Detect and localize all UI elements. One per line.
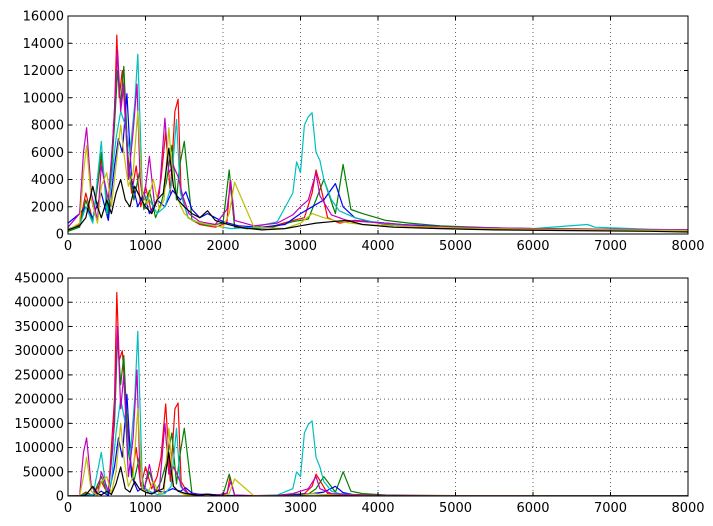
x-tick-label: 6000	[516, 239, 549, 254]
series-group	[68, 34, 688, 233]
top-chart-panel: 0 1000 2000 3000 4000 5000 6000 7000 8000 0 2000 40…	[23, 10, 705, 255]
y-tick-label: 200000	[14, 393, 64, 408]
y-tick-label: 350000	[14, 320, 64, 335]
x-tick-label: 7000	[594, 239, 627, 254]
y-tick-label: 4000	[31, 173, 64, 188]
y-tick-label: 0	[56, 228, 64, 243]
y-tick-label: 450000	[14, 272, 64, 287]
x-tick-label: 8000	[671, 239, 704, 254]
x-tick-label: 4000	[361, 501, 394, 516]
x-tick-label: 4000	[361, 239, 394, 254]
series-line-4	[68, 325, 688, 496]
y-tick-label: 6000	[31, 146, 64, 161]
y-tick-label: 250000	[14, 368, 64, 383]
x-tick-label: 3000	[284, 239, 317, 254]
y-tick-label: 8000	[31, 119, 64, 134]
x-tick-label: 0	[64, 501, 72, 516]
x-tick-label: 2000	[206, 239, 239, 254]
y-tick-label: 10000	[23, 91, 64, 106]
series-line-1	[68, 65, 688, 232]
x-tick-label: 1000	[129, 239, 162, 254]
y-tick-label: 100000	[14, 441, 64, 456]
y-tick-label: 150000	[14, 417, 64, 432]
y-tick-label: 2000	[31, 200, 64, 215]
x-tick-label: 0	[64, 239, 72, 254]
series-line-6	[68, 147, 688, 233]
x-tick-label: 5000	[439, 501, 472, 516]
y-tick-label: 12000	[23, 64, 64, 79]
x-tick-label: 2000	[206, 501, 239, 516]
y-tick-label: 16000	[23, 10, 64, 25]
series-line-2	[68, 93, 688, 231]
x-tick-label: 1000	[129, 501, 162, 516]
y-tick-label: 300000	[14, 344, 64, 359]
series-line-5	[68, 110, 688, 232]
x-tick-label: 7000	[594, 501, 627, 516]
bottom-chart-panel: 0 1000 2000 3000 4000 5000 6000 7000 8000 0 50000 1…	[14, 272, 704, 517]
series-line-4	[68, 49, 688, 231]
y-tick-label: 14000	[23, 37, 64, 52]
y-tick-label: 0	[56, 490, 64, 505]
x-tick-label: 6000	[516, 501, 549, 516]
y-tick-label: 400000	[14, 296, 64, 311]
x-tick-label: 8000	[671, 501, 704, 516]
y-tick-label: 50000	[23, 465, 64, 480]
x-tick-label: 5000	[439, 239, 472, 254]
x-tick-label: 3000	[284, 501, 317, 516]
